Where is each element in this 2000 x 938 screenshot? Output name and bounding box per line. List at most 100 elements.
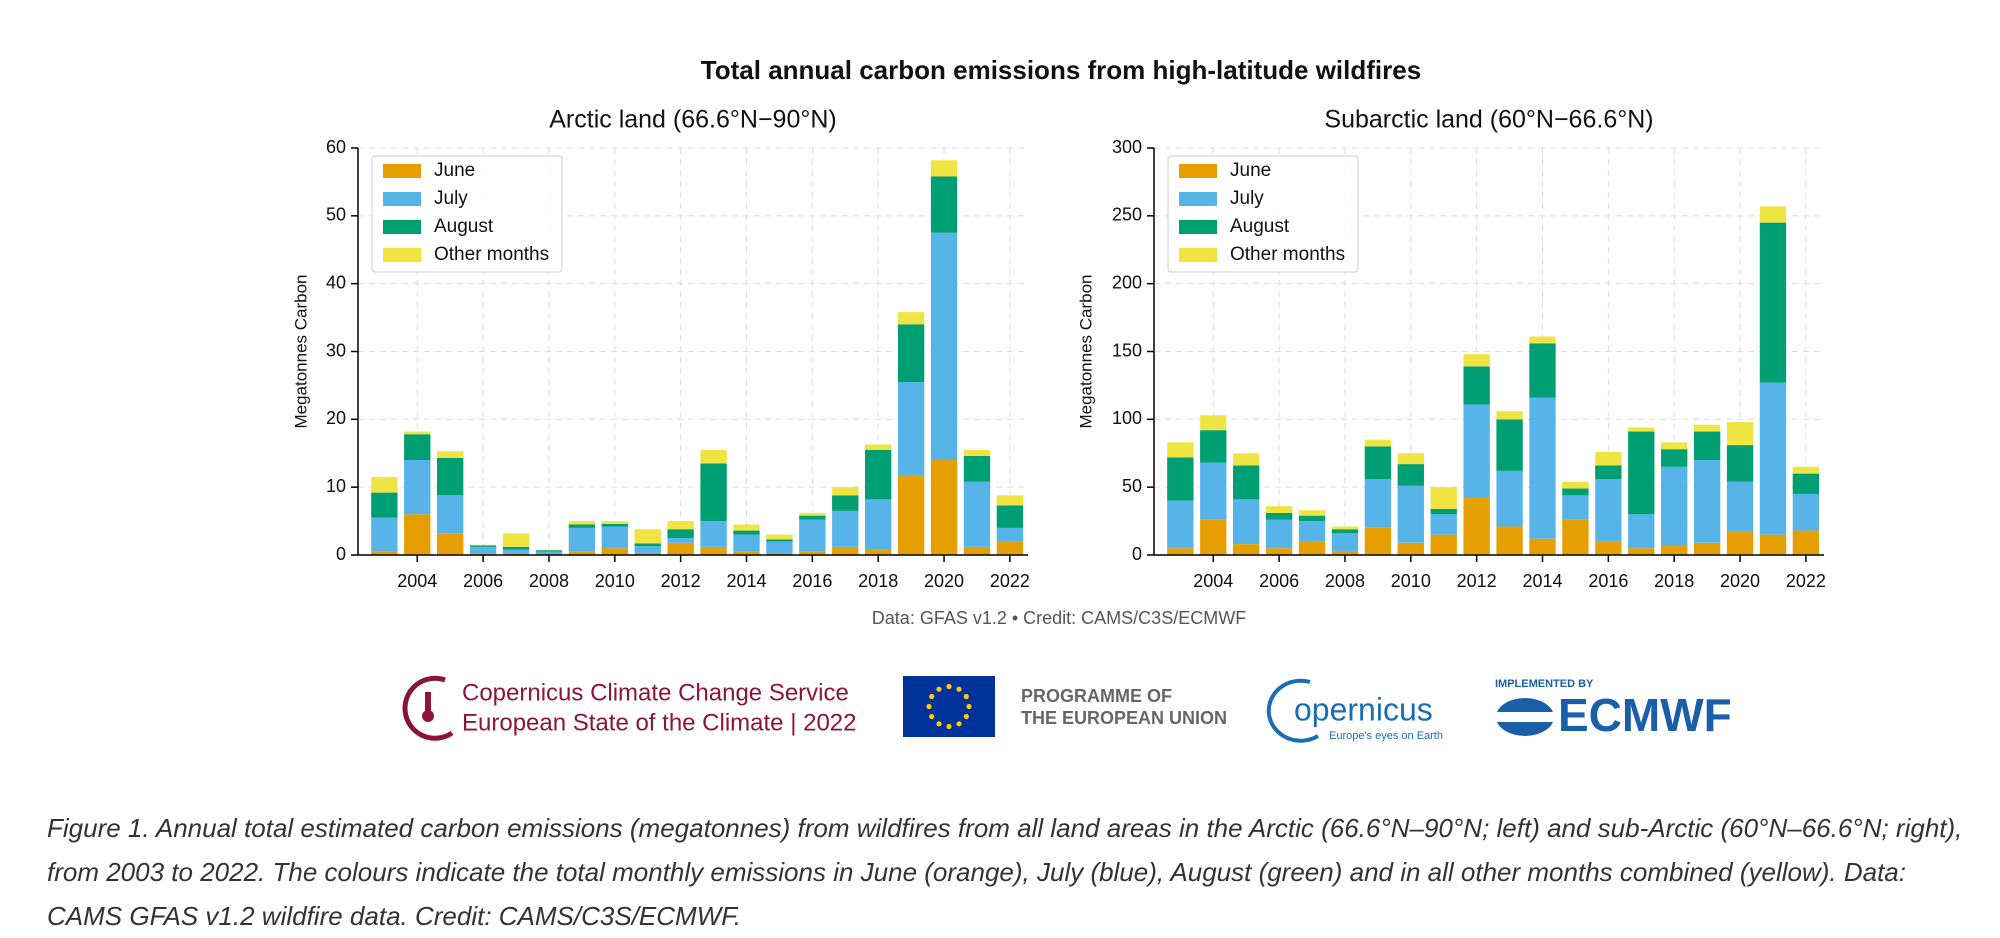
- bar-segment: [766, 541, 793, 553]
- bar-segment: [667, 521, 694, 530]
- bar-segment: [469, 546, 497, 554]
- y-axis-label: Megatonnes Carbon: [1076, 274, 1095, 428]
- bar-segment: [1364, 439, 1392, 447]
- figure: Total annual carbon emissions from high-…: [291, 55, 1826, 743]
- y-tick-label: 200: [1112, 272, 1142, 292]
- bar-segment: [1430, 508, 1457, 515]
- bar-segment: [1693, 431, 1721, 461]
- bar-segment: [502, 549, 530, 553]
- y-tick-label: 0: [336, 544, 346, 564]
- bar-segment: [1529, 343, 1556, 398]
- bar-segment: [634, 543, 661, 547]
- bar-segment: [1792, 473, 1820, 494]
- bar-segment: [897, 312, 925, 325]
- logo-text: ECMWF: [1558, 689, 1732, 741]
- y-tick-label: 300: [1112, 137, 1142, 157]
- bar-segment: [1726, 531, 1754, 555]
- bar-segment: [1298, 541, 1326, 555]
- bar-segment: [1397, 485, 1424, 543]
- bar-segment: [1496, 470, 1523, 527]
- bar-segment: [1693, 460, 1721, 543]
- bar-segment: [1759, 206, 1787, 223]
- bar-segment: [437, 451, 464, 458]
- y-axis-label: Megatonnes Carbon: [291, 274, 310, 428]
- bar-segment: [1792, 466, 1820, 474]
- bar-segment: [1233, 544, 1260, 555]
- bar-segment: [832, 546, 859, 555]
- bar-segment: [1792, 493, 1820, 531]
- bar-segment: [502, 552, 530, 555]
- bar-segment: [1233, 465, 1260, 500]
- bar-segment: [700, 521, 727, 547]
- bar-segment: [1430, 514, 1457, 535]
- bar-segment: [1463, 366, 1490, 405]
- bar-segment: [404, 460, 431, 515]
- x-tick-label: 2014: [726, 571, 766, 591]
- bar-segment: [766, 534, 793, 540]
- x-tick-label: 2004: [397, 571, 437, 591]
- bar-segment: [1595, 451, 1622, 466]
- bar-segment: [437, 457, 464, 496]
- bar-segment: [1430, 534, 1457, 555]
- bar-segment: [1595, 465, 1622, 480]
- bar-segment: [1265, 512, 1293, 520]
- y-tick-label: 50: [326, 205, 346, 225]
- bar-segment: [1331, 550, 1359, 555]
- bar-segment: [601, 523, 628, 527]
- legend-swatch: [383, 220, 421, 234]
- bar-segment: [700, 546, 727, 555]
- bar-segment: [1397, 464, 1424, 486]
- bar-segment: [437, 533, 464, 555]
- bar-segment: [963, 481, 991, 547]
- bar-segment: [1200, 519, 1227, 555]
- bar-segment: [1529, 336, 1556, 344]
- x-tick-label: 2004: [1193, 571, 1233, 591]
- bar-segment: [601, 548, 628, 555]
- bar-segment: [1661, 449, 1688, 467]
- bar-segment: [1167, 500, 1194, 549]
- x-tick-label: 2006: [1259, 571, 1299, 591]
- bar-segment: [1265, 548, 1293, 555]
- x-tick-label: 2016: [792, 571, 832, 591]
- bar-segment: [1331, 529, 1359, 534]
- bar-segment: [1759, 382, 1787, 535]
- eu-star: [963, 713, 969, 720]
- bar-segment: [1759, 534, 1787, 555]
- x-tick-label: 2012: [661, 571, 701, 591]
- bar-segment: [865, 499, 892, 550]
- bar-segment: [1200, 430, 1227, 463]
- eu-star: [946, 723, 952, 730]
- x-tick-label: 2010: [1391, 571, 1431, 591]
- eu-star: [946, 683, 952, 690]
- ecmwf-logo: IMPLEMENTED BY ECMWF: [1495, 678, 1732, 741]
- bar-segment: [404, 514, 431, 555]
- chart-title: Subarctic land (60°N−66.6°N): [1324, 106, 1653, 134]
- bar-segment: [568, 527, 596, 552]
- legend-label: August: [434, 216, 494, 237]
- bar-segment: [799, 551, 826, 555]
- ecmwf-icon-band: [1496, 712, 1556, 722]
- x-tick-label: 2008: [1325, 571, 1365, 591]
- bar-segment: [799, 519, 826, 552]
- bar-segment: [832, 510, 859, 547]
- bar-segment: [1364, 479, 1392, 528]
- bar-segment: [1167, 442, 1194, 458]
- bar-segment: [404, 431, 431, 435]
- legend-swatch: [383, 248, 421, 262]
- copernicus-swoosh: [1266, 678, 1320, 743]
- eu-star: [936, 721, 942, 727]
- bar-segment: [667, 542, 694, 555]
- bar-segment: [832, 487, 859, 496]
- bar-segment: [1628, 514, 1655, 549]
- bar-segment: [1693, 424, 1721, 432]
- bar-segment: [1759, 222, 1787, 383]
- y-tick-label: 40: [326, 272, 346, 292]
- bar-segment: [535, 551, 563, 555]
- y-tick-label: 30: [326, 340, 346, 360]
- eu-star: [936, 686, 942, 692]
- x-tick-label: 2018: [858, 571, 898, 591]
- bar-segment: [1298, 521, 1326, 542]
- bar-segment: [371, 551, 398, 555]
- bar-segment: [1496, 419, 1523, 471]
